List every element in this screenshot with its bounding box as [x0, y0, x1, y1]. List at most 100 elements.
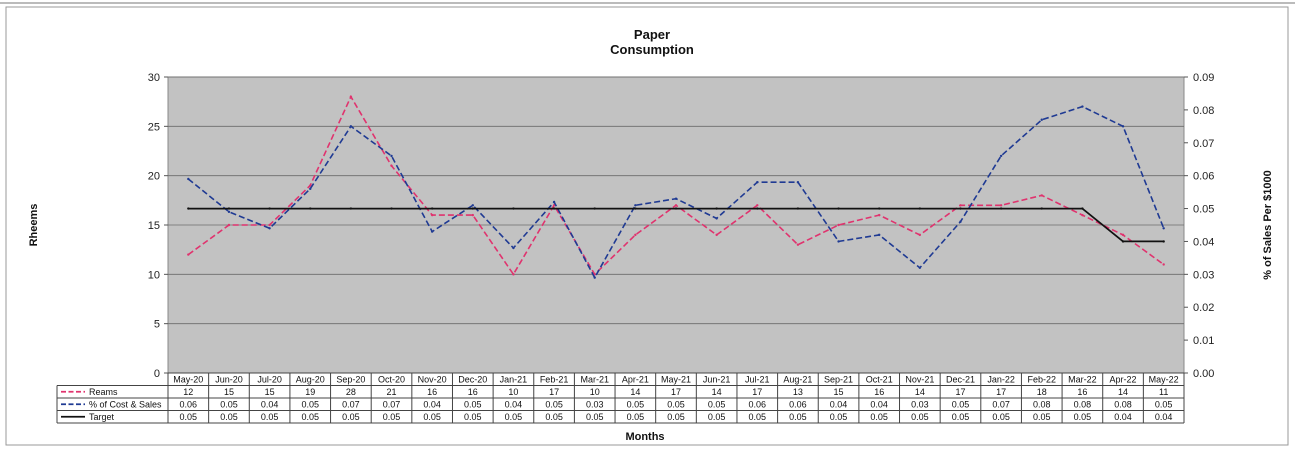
- table-cell: 15: [834, 387, 844, 397]
- series-1-point: [674, 197, 678, 200]
- series-2-point: [1081, 207, 1084, 210]
- x-tick-label: Nov-21: [905, 375, 934, 385]
- series-0-point: [430, 213, 434, 217]
- series-1-point: [634, 204, 637, 207]
- series-1-point: [756, 181, 759, 184]
- table-cell: 17: [752, 387, 762, 397]
- series-2-point: [512, 207, 515, 210]
- x-tick-label: Oct-20: [378, 375, 405, 385]
- table-cell: 0.05: [464, 400, 482, 410]
- chart-title-line-1: Paper: [634, 27, 670, 42]
- series-1-point: [1040, 118, 1043, 121]
- right-tick-label: 0.01: [1193, 335, 1214, 347]
- table-cell: 0.05: [708, 412, 726, 422]
- table-cell: 0.05: [667, 412, 685, 422]
- table-cell: 15: [224, 387, 234, 397]
- table-cell: 28: [346, 387, 356, 397]
- series-0-point: [878, 213, 881, 217]
- right-tick-label: 0.00: [1193, 368, 1214, 380]
- series-0-point: [756, 204, 759, 207]
- table-cell: 16: [468, 387, 478, 397]
- right-tick-label: 0.06: [1193, 171, 1214, 183]
- series-1-point: [959, 220, 962, 223]
- x-tick-label: May-21: [661, 375, 691, 385]
- left-tick-label: 20: [148, 171, 160, 183]
- series-1-point: [593, 276, 596, 279]
- table-cell: 0.05: [301, 412, 319, 422]
- table-cell: 18: [1037, 387, 1047, 397]
- table-cell: 0.04: [261, 400, 279, 410]
- table-cell: 0.05: [667, 400, 685, 410]
- table-cell: 0.05: [627, 400, 645, 410]
- table-cell: 0.03: [911, 400, 929, 410]
- series-0-point: [837, 223, 840, 227]
- series-1-point: [471, 204, 474, 207]
- table-cell: 17: [671, 387, 681, 397]
- table-cell: 0.08: [1114, 400, 1132, 410]
- series-2-point: [430, 207, 434, 210]
- series-1-point: [268, 227, 271, 230]
- x-tick-label: Jun-21: [703, 375, 731, 385]
- table-cell: 0.05: [952, 412, 970, 422]
- table-cell: 0.04: [830, 400, 848, 410]
- series-0-point: [390, 164, 393, 167]
- legend-label: % of Cost & Sales: [89, 400, 162, 410]
- series-0-point: [715, 233, 718, 237]
- table-cell: 19: [305, 387, 315, 397]
- left-tick-label: 10: [148, 269, 160, 281]
- table-cell: 0.06: [789, 400, 807, 410]
- table-cell: 0.05: [180, 412, 198, 422]
- series-1-point: [715, 217, 718, 220]
- table-cell: 0.05: [220, 400, 238, 410]
- table-cell: 0.04: [1155, 412, 1173, 422]
- series-0-point: [999, 204, 1003, 207]
- series-2-point: [390, 207, 393, 210]
- table-cell: 14: [915, 387, 925, 397]
- series-0-point: [227, 223, 231, 227]
- table-cell: 10: [590, 387, 600, 397]
- x-tick-label: Jul-21: [745, 375, 770, 385]
- series-1-point: [187, 177, 190, 181]
- table-cell: 0.05: [342, 412, 360, 422]
- table-cell: 0.05: [992, 412, 1010, 422]
- x-tick-label: Jan-21: [500, 375, 528, 385]
- legend-label: Reams: [89, 387, 118, 397]
- right-tick-label: 0.04: [1193, 236, 1214, 248]
- right-axis-ticks: 0.00 0.01 0.02 0.03 0.04 0.05 0.06 0.07 0.08 0.09: [1184, 72, 1214, 380]
- table-cell: 0.05: [423, 412, 441, 422]
- left-tick-label: 0: [154, 368, 160, 380]
- series-0-point: [1162, 263, 1165, 266]
- series-0-point: [1081, 213, 1084, 217]
- table-cell: 17: [549, 387, 559, 397]
- table-cell: 17: [996, 387, 1006, 397]
- x-tick-label: Feb-21: [540, 375, 569, 385]
- table-cell: 21: [387, 387, 397, 397]
- series-0-point: [1040, 194, 1043, 197]
- right-tick-label: 0.09: [1193, 72, 1214, 84]
- series-2-point: [1040, 207, 1043, 210]
- left-tick-label: 15: [148, 220, 160, 232]
- series-0-point: [187, 253, 190, 256]
- left-tick-label: 5: [154, 319, 160, 331]
- series-2-point: [999, 207, 1003, 210]
- series-0-point: [309, 184, 312, 187]
- table-cell: 0.05: [830, 412, 848, 422]
- x-tick-label: Aug-21: [783, 375, 812, 385]
- series-2-point: [796, 207, 800, 210]
- right-tick-label: 0.02: [1193, 302, 1214, 314]
- series-1-point: [309, 187, 312, 191]
- series-1-point: [878, 233, 881, 237]
- series-2-point: [878, 207, 881, 210]
- table-cell: 14: [712, 387, 722, 397]
- table-cell: 14: [1118, 387, 1128, 397]
- table-cell: 13: [793, 387, 803, 397]
- series-2-point: [227, 207, 231, 210]
- series-1-point: [1081, 105, 1084, 108]
- series-2-point: [918, 207, 922, 210]
- table-cell: 0.05: [383, 412, 401, 422]
- table-cell: 0.05: [749, 412, 767, 422]
- table-cell: 0.05: [1155, 400, 1173, 410]
- page-border: [5, 6, 1289, 446]
